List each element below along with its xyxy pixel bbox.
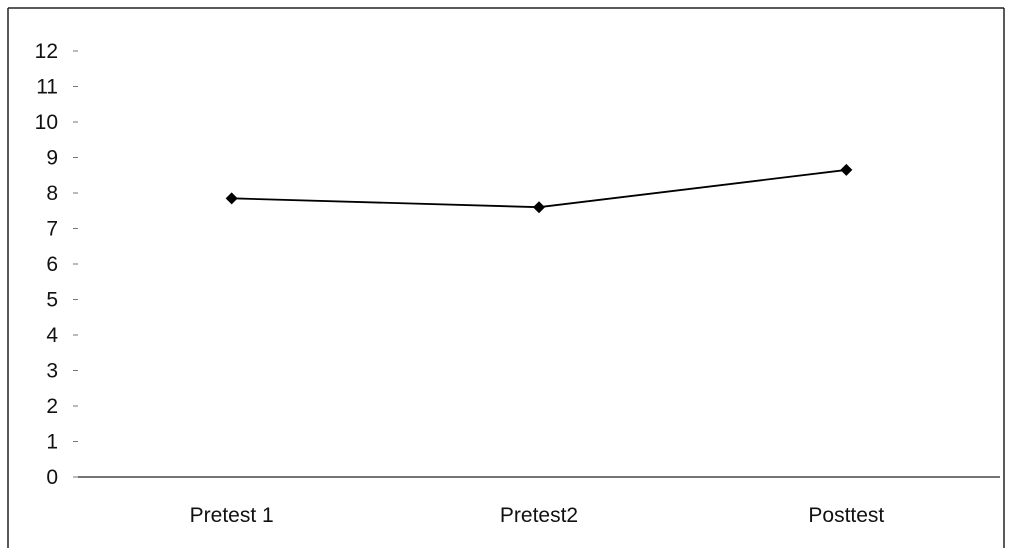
y-tick-label: 0 — [46, 466, 58, 489]
series-markers — [225, 163, 853, 214]
y-tick-label: 5 — [46, 289, 58, 312]
y-tick-label: 8 — [46, 182, 58, 205]
y-tick-label: 2 — [46, 395, 58, 418]
x-category-label: Pretest 1 — [190, 504, 274, 527]
data-point-marker — [225, 192, 238, 205]
x-category-label: Pretest2 — [500, 504, 578, 527]
y-tick-label: 3 — [46, 360, 58, 383]
y-tick-label: 9 — [46, 147, 58, 170]
y-tick-label: 7 — [46, 218, 58, 241]
x-axis-labels: Pretest 1 Pretest2 Posttest — [190, 504, 885, 527]
x-category-label: Posttest — [808, 504, 884, 527]
y-tick-label: 11 — [36, 76, 58, 99]
y-tick-label: 6 — [46, 253, 58, 276]
y-tick-label: 4 — [46, 324, 58, 347]
data-point-marker — [533, 201, 545, 214]
y-tick-label: 10 — [35, 111, 58, 134]
data-point-marker — [840, 163, 853, 176]
y-tick-label: 12 — [35, 40, 58, 63]
y-tick-label: 1 — [46, 431, 58, 454]
